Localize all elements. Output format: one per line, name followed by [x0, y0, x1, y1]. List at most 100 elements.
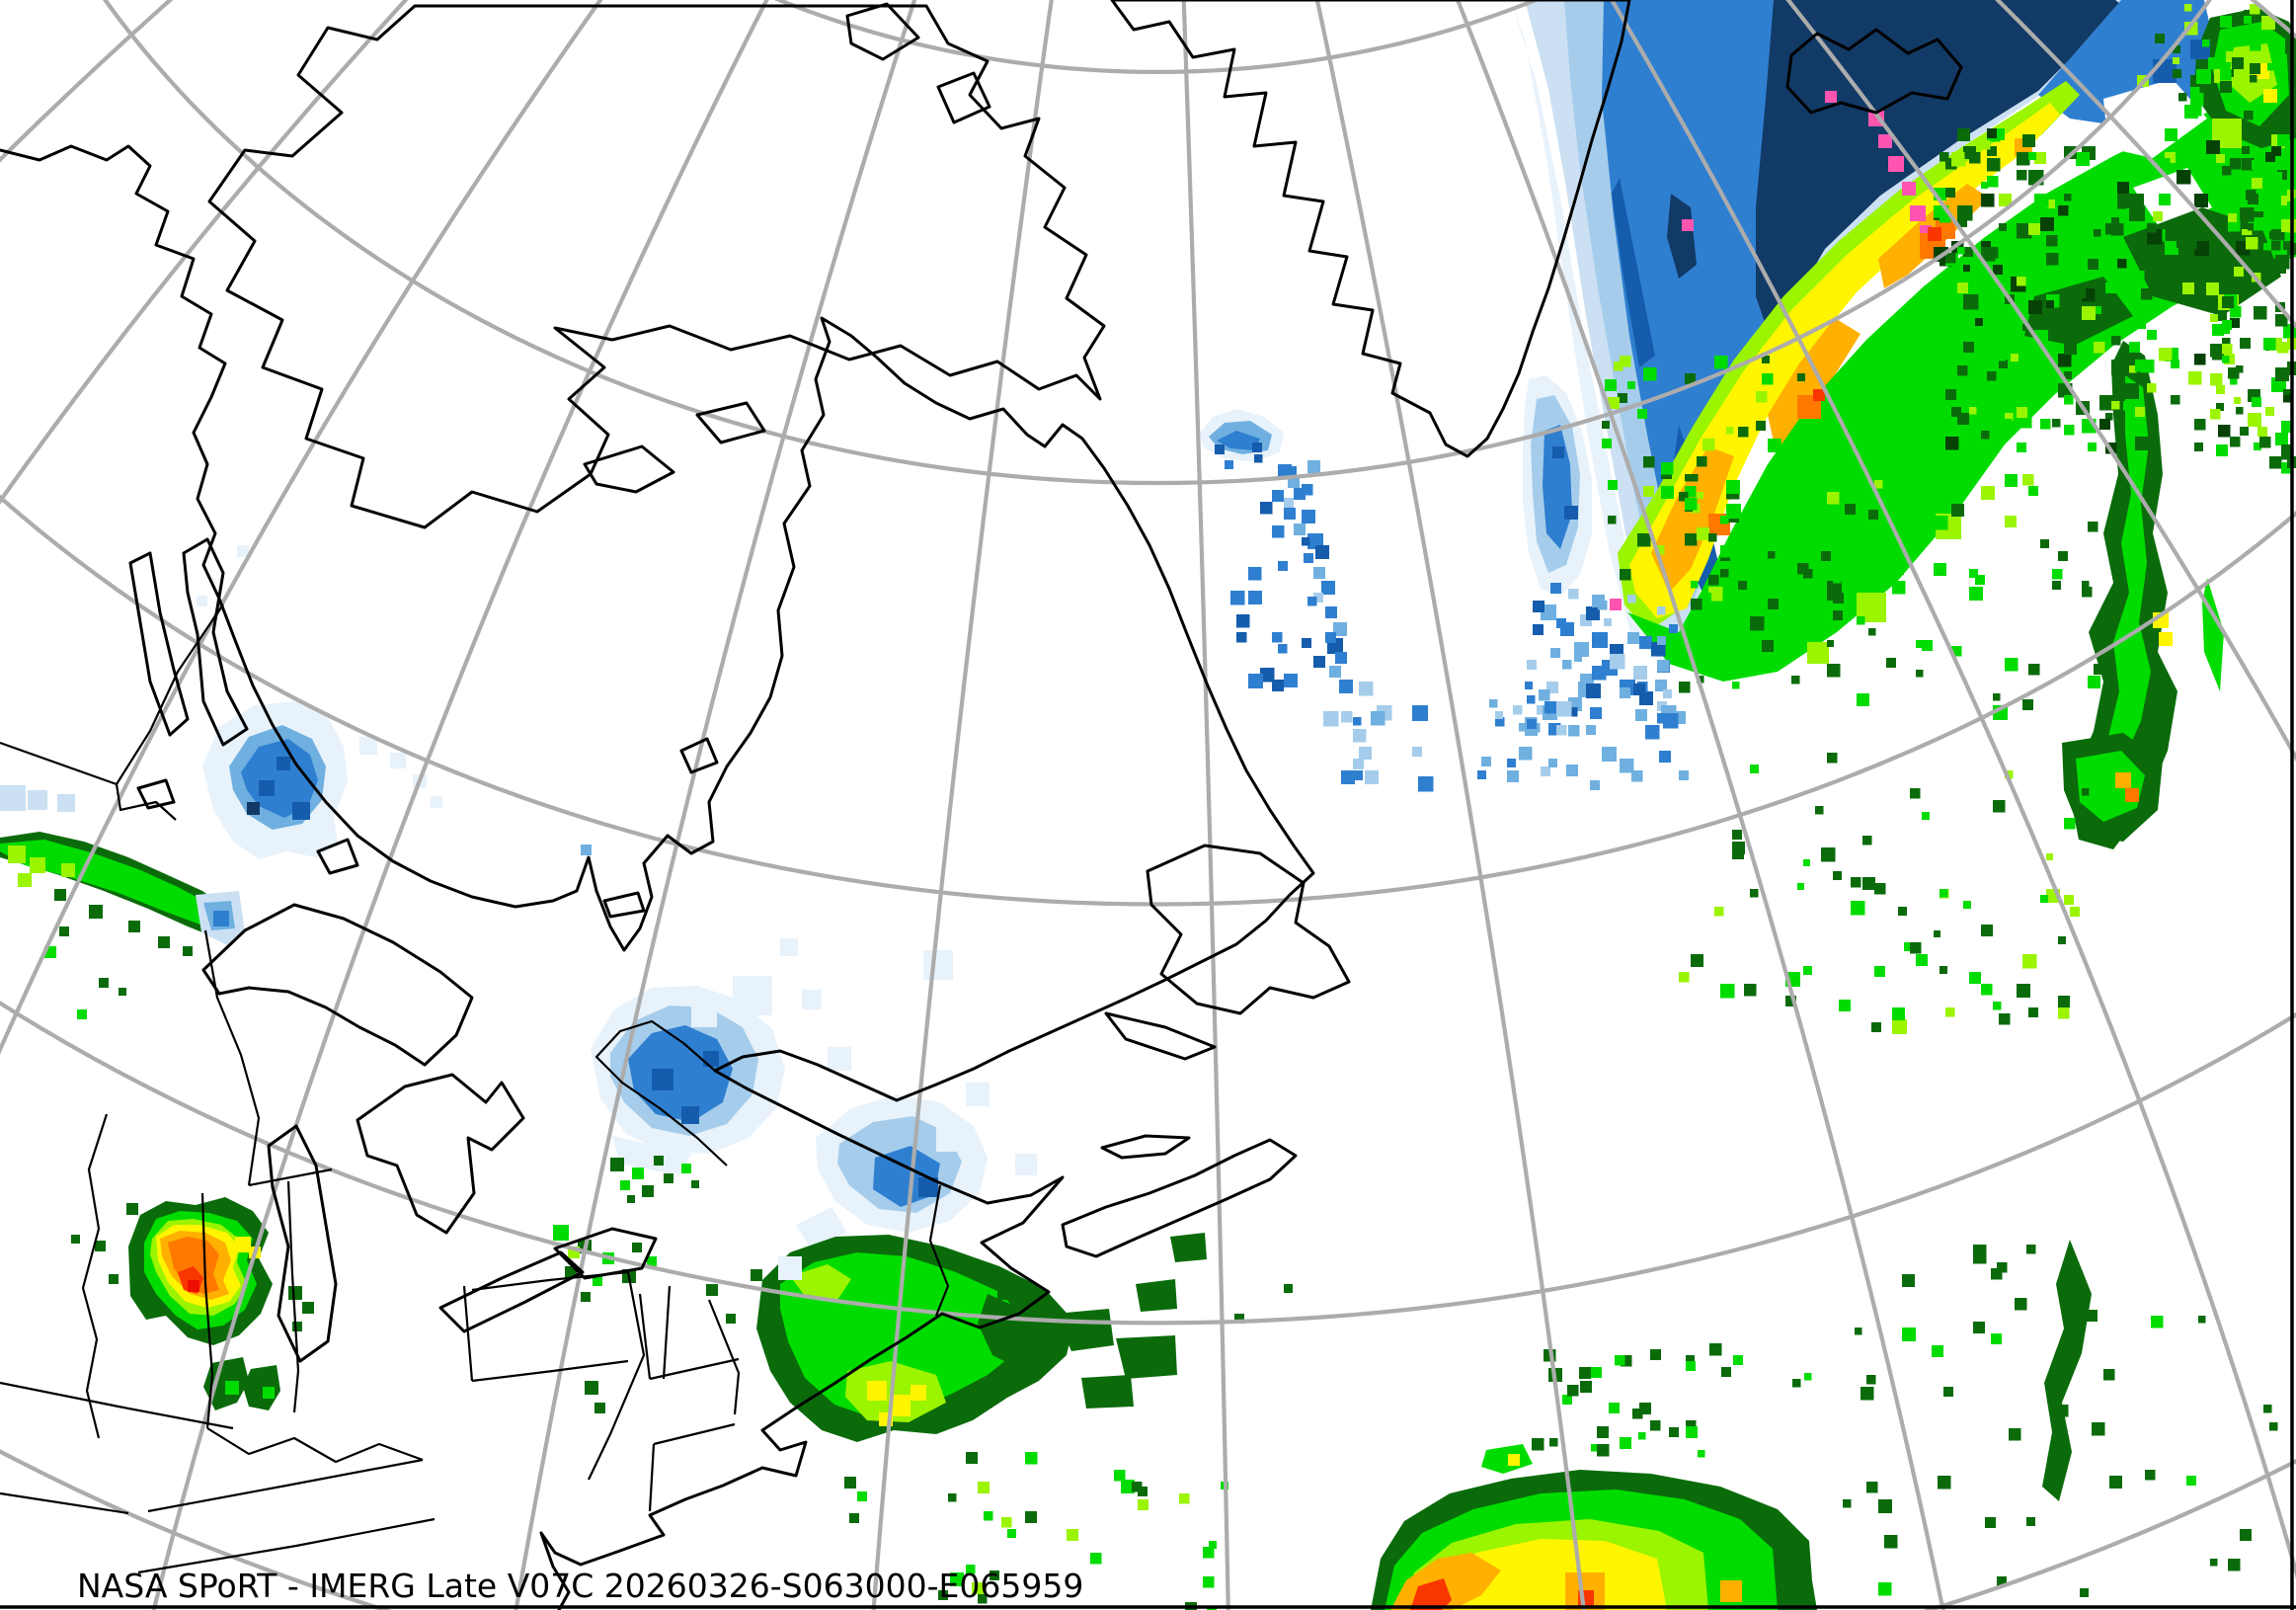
precip-cell	[778, 1256, 802, 1280]
speckle-cell	[1981, 431, 1990, 440]
speckles-corner-ne	[2137, 4, 2296, 121]
speckle-cell	[1353, 759, 1365, 770]
border-layer	[0, 604, 950, 1574]
speckle-cell	[1533, 601, 1545, 613]
precip-cell	[733, 976, 772, 1015]
speckle-cell	[2105, 176, 2118, 189]
speckle-cell	[1957, 205, 1973, 221]
speckle-cell	[2252, 397, 2261, 407]
precip-cell	[1552, 446, 1564, 458]
precip-cell	[1015, 1154, 1037, 1175]
speckle-cell	[1993, 800, 2006, 813]
speckle-cell	[2252, 160, 2261, 170]
speckle-cell	[1574, 642, 1590, 658]
speckle-cell	[1945, 158, 1957, 170]
precip-cell	[71, 1235, 80, 1244]
speckle-cell	[2111, 336, 2121, 346]
speckle-cell	[1973, 1322, 1986, 1334]
speckle-cell	[2171, 360, 2180, 369]
speckle-cell	[1620, 356, 1631, 367]
speckle-cell	[1685, 498, 1698, 511]
speckle-cell	[2252, 249, 2260, 258]
speckle-cell	[2210, 1559, 2218, 1567]
speckle-cell	[1371, 711, 1386, 726]
speckle-cell	[1566, 765, 1579, 777]
speckle-cell	[2222, 296, 2235, 309]
speckle-cell	[2064, 194, 2072, 201]
speckle-cell	[2082, 581, 2090, 589]
precip-cell	[828, 1047, 851, 1071]
speckle-cell	[2005, 413, 2014, 422]
speckle-cell	[2240, 1529, 2252, 1541]
speckle-cell	[1225, 460, 1233, 469]
speckle-cell	[1597, 1444, 1610, 1457]
speckle-cell	[1981, 241, 1992, 252]
speckle-cell	[2135, 407, 2146, 418]
border-ct-ny	[648, 1443, 656, 1512]
precip-cell	[1508, 1454, 1520, 1466]
speckle-cell	[2109, 1476, 2123, 1489]
speckle-cell	[1645, 725, 1660, 740]
speckle-cell	[2194, 354, 2206, 365]
speckle-cell	[1987, 371, 1997, 381]
precip-cell	[1562, 1395, 1572, 1405]
speckle-cell	[1272, 680, 1285, 692]
speckle-cell	[1861, 1387, 1874, 1401]
speckle-cell	[1686, 1426, 1698, 1438]
speckle-cell	[1874, 883, 1886, 895]
speckle-cell	[2099, 395, 2115, 411]
border-nh-me	[707, 1299, 741, 1415]
speckle-cell	[1843, 1499, 1852, 1508]
speckle-cell	[1774, 480, 1781, 488]
speckle-cell	[1685, 474, 1693, 482]
speckle-cell	[1934, 516, 1948, 530]
speckle-cell	[1631, 770, 1643, 782]
speckle-cell	[2200, 164, 2216, 180]
speckle-cell	[1620, 687, 1631, 699]
speckle-cell	[1845, 504, 1856, 515]
speckle-cell	[1857, 616, 1865, 625]
border-49th	[0, 741, 177, 821]
speckle-cell	[1827, 593, 1836, 602]
speckle-cell	[2070, 907, 2080, 917]
coast-nova-scotia	[1061, 1138, 1298, 1258]
speckle-cell	[2058, 1007, 2070, 1019]
speckle-cell	[2040, 217, 2055, 232]
precip-right-south-arc	[2042, 1240, 2092, 1501]
precip-cell	[1902, 182, 1916, 196]
coast-akimiski-island	[602, 891, 646, 919]
speckle-cell	[1519, 723, 1528, 732]
speckle-cell	[1973, 1245, 1987, 1258]
speckle-cell	[2281, 462, 2293, 474]
speckle-cell	[1686, 1361, 1696, 1371]
speckle-cell	[1697, 527, 1710, 541]
speckle-cell	[1513, 705, 1523, 715]
speckle-cell	[1987, 146, 1998, 157]
speckle-cell	[1720, 984, 1735, 999]
speckle-cell	[1627, 595, 1636, 604]
speckle-cell	[2234, 397, 2242, 405]
precip-cell	[1304, 553, 1313, 563]
speckle-cell	[1999, 223, 2008, 232]
speckle-cell	[2236, 407, 2244, 415]
speckle-cell	[1981, 140, 1991, 150]
speckle-cell	[1720, 545, 1733, 558]
speckle-cell	[1874, 480, 1883, 489]
speckle-cell	[2173, 45, 2180, 53]
speckle-cell	[2250, 40, 2261, 51]
speckle-cell	[1592, 666, 1607, 681]
speckle-cell	[2103, 1369, 2115, 1381]
speckle-cell	[1556, 618, 1566, 628]
precip-cell	[1333, 622, 1347, 636]
precip-ne-mass-chart-b	[845, 1361, 946, 1422]
speckle-cell	[1132, 1482, 1143, 1492]
speckle-cell	[2034, 194, 2049, 208]
speckle-cell	[1550, 583, 1562, 595]
speckle-cell	[2242, 146, 2251, 155]
speckle-cell	[2159, 158, 2171, 170]
speckle-cell	[1993, 693, 2001, 701]
speckle-cell	[1738, 427, 1749, 438]
precip-cell	[647, 1256, 657, 1266]
speckle-cell	[1544, 701, 1557, 714]
